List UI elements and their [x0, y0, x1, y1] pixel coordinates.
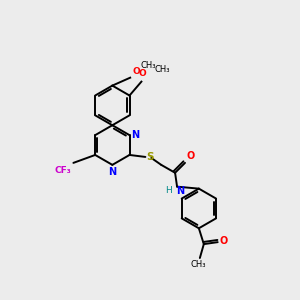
Text: O: O [187, 151, 195, 161]
Text: H: H [165, 186, 172, 195]
Text: O: O [220, 236, 228, 246]
Text: CH₃: CH₃ [190, 260, 206, 269]
Text: N: N [131, 130, 140, 140]
Text: CH₃: CH₃ [140, 61, 156, 70]
Text: N: N [176, 186, 184, 196]
Text: CF₃: CF₃ [55, 166, 71, 175]
Text: S: S [146, 152, 154, 162]
Text: CH₃: CH₃ [154, 65, 170, 74]
Text: N: N [108, 167, 116, 177]
Text: O: O [132, 67, 140, 76]
Text: O: O [139, 69, 146, 78]
